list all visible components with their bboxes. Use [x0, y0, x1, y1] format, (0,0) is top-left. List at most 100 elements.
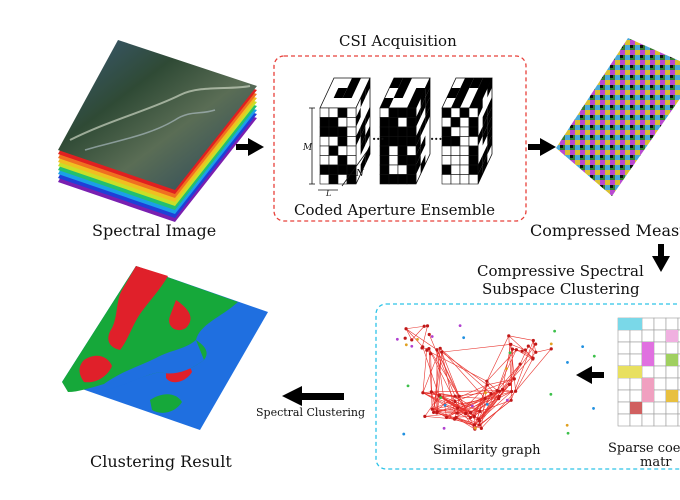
cssc-title-line1: Compressive Spectral — [477, 262, 644, 280]
graph-node — [507, 334, 511, 338]
graph-point — [484, 391, 487, 395]
graph-point — [566, 361, 569, 364]
spectral-image-cube — [58, 40, 257, 222]
graph-point — [553, 329, 557, 333]
graph-node — [429, 390, 433, 394]
graph-edge — [528, 345, 536, 353]
matrix-cell — [641, 401, 655, 415]
graph-edge — [455, 417, 476, 430]
matrix-cell — [653, 389, 667, 403]
graph-node — [453, 394, 457, 398]
graph-point — [473, 426, 477, 430]
dim-m-label: M — [302, 143, 313, 153]
graph-node — [425, 348, 429, 352]
clustering-result-map — [62, 266, 268, 430]
graph-edge — [499, 343, 536, 397]
graph-edge — [438, 395, 486, 399]
matrix-nonzero-cell — [618, 366, 630, 378]
graph-node — [526, 344, 530, 348]
graph-node — [425, 324, 430, 328]
graph-node — [410, 338, 414, 342]
graph-edge — [437, 395, 440, 412]
matrix-cell — [617, 329, 631, 343]
matrix-nonzero-cell — [630, 402, 642, 414]
matrix-cell — [677, 401, 680, 415]
matrix-cell — [629, 353, 643, 367]
graph-edge — [441, 351, 488, 386]
matrix-cell — [641, 317, 655, 331]
graph-node — [510, 389, 514, 394]
matrix-cell — [641, 365, 655, 379]
graph-node — [523, 348, 527, 352]
matrix-cell — [665, 413, 679, 427]
matrix-cell — [677, 317, 680, 331]
graph-node — [485, 379, 489, 383]
graph-node — [531, 356, 535, 360]
graph-node — [427, 332, 431, 337]
graph-node — [403, 336, 407, 340]
matrix-cell — [617, 353, 631, 367]
coded-aperture-cube — [379, 77, 431, 185]
graph-edge — [535, 348, 552, 353]
similarity-graph — [395, 324, 596, 436]
graph-node — [455, 411, 459, 415]
graph-edge — [424, 412, 458, 417]
matrix-cell — [617, 389, 631, 403]
graph-edge — [481, 391, 516, 429]
graph-edge — [433, 352, 443, 413]
graph-node — [549, 347, 553, 351]
graph-edge — [424, 416, 455, 420]
cluster-green-region-2 — [150, 394, 182, 413]
graph-point — [462, 336, 466, 340]
graph-edge — [478, 393, 492, 420]
graph-edge — [428, 348, 456, 402]
graph-edge — [470, 391, 500, 413]
graph-edge — [405, 328, 438, 351]
graph-edge — [474, 400, 512, 430]
matrix-cell — [653, 413, 667, 427]
graph-node — [422, 324, 426, 328]
matrix-cell — [665, 401, 679, 415]
sparse-label-line2: matr — [640, 455, 672, 470]
matrix-nonzero-cell — [630, 366, 642, 378]
graph-edge — [509, 363, 521, 385]
graph-point — [505, 398, 509, 402]
graph-edge — [455, 390, 500, 397]
graph-node — [498, 389, 502, 393]
matrix-cell — [617, 377, 631, 391]
graph-point — [592, 407, 595, 410]
matrix-cell — [665, 365, 679, 379]
cluster-blue-inlet — [104, 340, 204, 390]
matrix-nonzero-cell — [642, 390, 654, 402]
graph-edge — [454, 401, 481, 412]
graph-edge — [502, 352, 537, 390]
dim-l-label: L — [325, 189, 331, 198]
spectral-image-label: Spectral Image — [92, 221, 216, 240]
graph-edge — [508, 335, 534, 341]
graph-point — [549, 392, 553, 396]
graph-node — [531, 338, 535, 343]
arrow-down — [652, 244, 670, 272]
arrow-to-compressed — [528, 138, 556, 156]
ellipsis-1: ... — [372, 129, 385, 143]
cluster-red-region-3 — [79, 355, 112, 383]
graph-node — [534, 342, 538, 346]
matrix-cell — [617, 401, 631, 415]
graph-edge — [431, 391, 433, 410]
graph-edge — [405, 328, 423, 348]
graph-edge — [515, 357, 534, 392]
graph-edge — [431, 390, 498, 393]
cluster-red-region-2 — [169, 300, 191, 331]
graph-node — [404, 327, 408, 331]
graph-edge — [470, 390, 498, 413]
matrix-nonzero-cell — [630, 318, 642, 330]
matrix-cell — [653, 377, 667, 391]
graph-point — [443, 403, 447, 407]
dim-n-label: N — [355, 169, 365, 179]
graph-node — [423, 414, 427, 418]
graph-node — [477, 417, 481, 421]
graph-node — [510, 347, 515, 351]
graph-node — [514, 389, 518, 393]
graph-edge — [456, 417, 480, 426]
matrix-cell — [629, 413, 643, 427]
